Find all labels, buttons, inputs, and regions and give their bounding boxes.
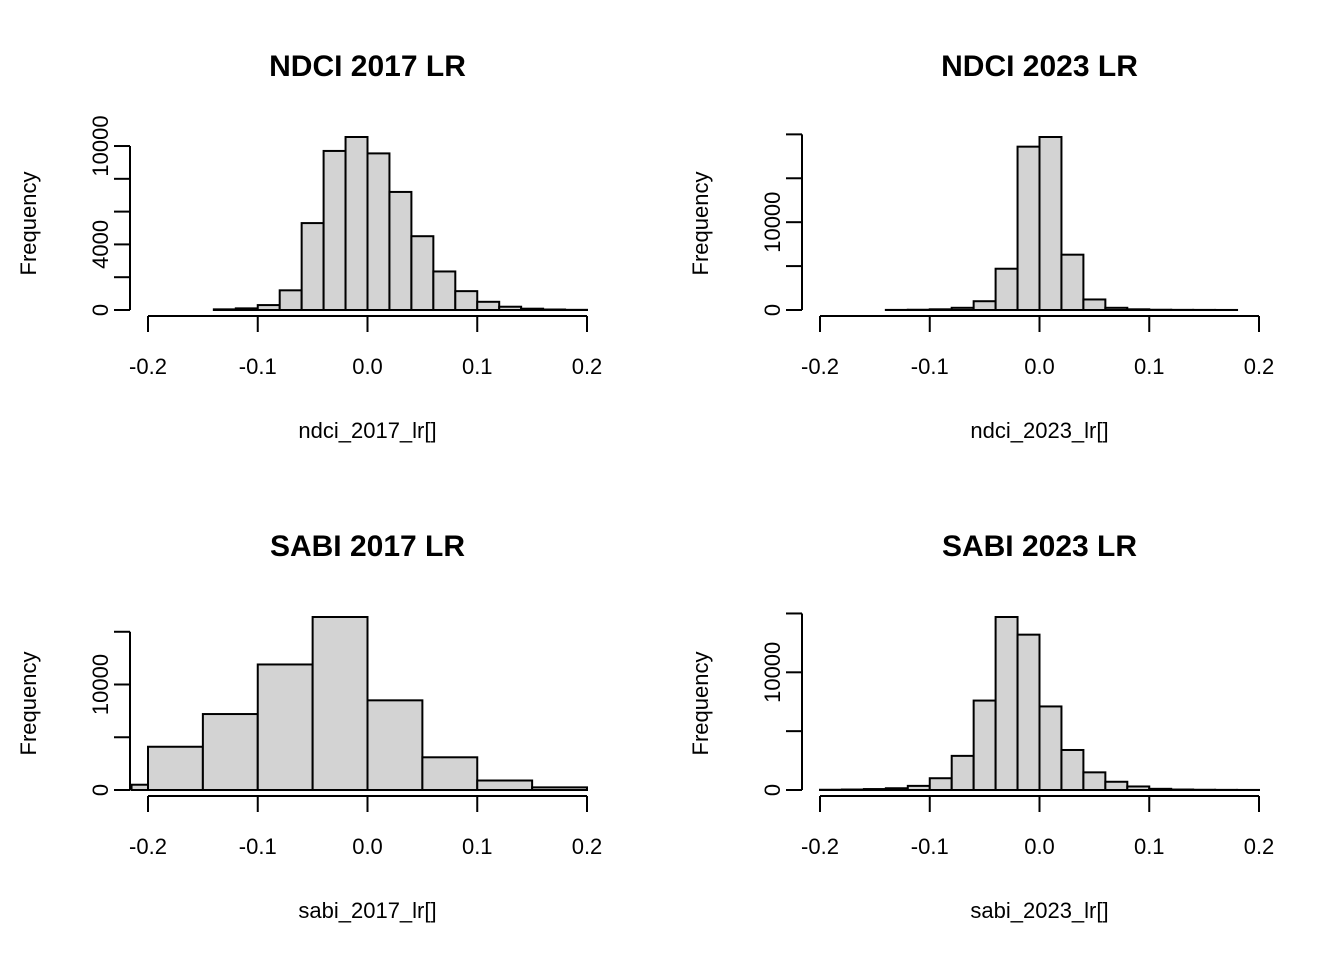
histogram-bar — [884, 787, 909, 791]
y-tick-label: 10000 — [88, 115, 113, 176]
histogram-panel-1: NDCI 2017 LR -0.2 -0.1 0.0 0.1 0.2 0 4000 10000 n… — [16, 50, 602, 443]
x-tick-label: -0.1 — [239, 834, 277, 859]
x-tick-label: -0.2 — [129, 834, 167, 859]
histogram-bar — [1038, 136, 1063, 311]
histogram-bar — [520, 307, 545, 311]
histogram-bar — [201, 713, 259, 791]
x-tick-label: -0.2 — [801, 354, 839, 379]
y-tick-label: 4000 — [88, 220, 113, 269]
x-tick-label: 0.1 — [462, 834, 493, 859]
histogram-bar — [256, 304, 281, 311]
histogram-bar — [928, 777, 953, 791]
chart-title: NDCI 2023 LR — [941, 50, 1138, 83]
histogram-bar — [1060, 748, 1085, 791]
x-tick-label: -0.2 — [129, 354, 167, 379]
chart-title: SABI 2017 LR — [270, 530, 465, 563]
histogram-bar — [476, 300, 501, 311]
histogram-bar — [147, 745, 204, 791]
chart-title: NDCI 2017 LR — [269, 50, 466, 83]
y-tick-label: 10000 — [760, 192, 785, 253]
x-tick-label: -0.1 — [239, 354, 277, 379]
histogram-bar — [1104, 780, 1129, 791]
x-tick-label: -0.2 — [801, 834, 839, 859]
histogram-bar — [130, 783, 150, 791]
x-axis-label: sabi_2023_lr[] — [970, 898, 1108, 923]
x-tick-label: 0.2 — [572, 354, 603, 379]
x-tick-label: -0.1 — [911, 834, 949, 859]
histogram-bar — [950, 754, 975, 791]
histogram-bar — [366, 152, 391, 311]
histogram-bar — [1126, 785, 1151, 791]
x-tick-label: 0.0 — [352, 354, 383, 379]
histogram-bar — [994, 616, 1019, 791]
histogram-bar — [1038, 705, 1063, 792]
histogram-bar — [1082, 771, 1107, 791]
y-tick-label: 0 — [88, 304, 113, 316]
y-tick-label: 0 — [760, 784, 785, 796]
x-tick-label: -0.1 — [911, 354, 949, 379]
y-axis-label: Frequency — [688, 172, 713, 276]
histogram-bar — [234, 307, 259, 312]
x-tick-label: 0.0 — [1024, 834, 1055, 859]
x-tick-label: 0.0 — [1024, 354, 1055, 379]
histogram-bar — [278, 289, 303, 311]
histogram-bar — [366, 699, 424, 792]
y-axis-label: Frequency — [16, 652, 41, 756]
x-tick-label: 0.1 — [1134, 354, 1165, 379]
histogram-bar — [311, 616, 369, 791]
x-tick-label: 0.1 — [462, 354, 493, 379]
histogram-bar — [928, 308, 953, 311]
histogram-bar — [950, 306, 975, 311]
histogram-bar — [344, 136, 369, 311]
histogram-bar — [498, 305, 523, 311]
x-tick-label: 0.2 — [1244, 834, 1275, 859]
histogram-bar — [212, 308, 237, 312]
histogram-bar — [862, 788, 887, 792]
x-tick-label: 0.2 — [572, 834, 603, 859]
x-axis-label: ndci_2023_lr[] — [970, 418, 1108, 443]
histogram-bar — [1148, 787, 1173, 791]
x-axis-label: sabi_2017_lr[] — [298, 898, 436, 923]
histogram-bar — [454, 290, 479, 312]
histogram-bar — [906, 784, 931, 792]
histogram-panel-2: NDCI 2023 LR -0.2 -0.1 0.0 0.1 0.2 0 10000 ndci_… — [688, 50, 1274, 443]
histogram-bar — [531, 786, 588, 791]
histogram-bar — [432, 270, 457, 311]
histogram-bar — [994, 267, 1019, 312]
histogram-bar — [421, 756, 479, 791]
histogram-bar — [1104, 306, 1129, 311]
y-tick-label: 0 — [88, 784, 113, 796]
y-tick-label: 10000 — [88, 654, 113, 715]
x-tick-label: 0.1 — [1134, 834, 1165, 859]
chart-title: SABI 2023 LR — [942, 530, 1137, 563]
histogram-bar — [1060, 253, 1085, 311]
histogram-panel-4: SABI 2023 LR -0.2 -0.1 0.0 0.1 0.2 0 10000 sabi_… — [688, 530, 1274, 923]
histogram-bar — [410, 235, 435, 311]
histogram-bar — [388, 190, 413, 312]
y-axis-label: Frequency — [688, 652, 713, 756]
x-axis-label: ndci_2017_lr[] — [298, 418, 436, 443]
y-tick-label: 10000 — [760, 642, 785, 703]
x-tick-label: 0.0 — [352, 834, 383, 859]
histogram-bar — [972, 699, 997, 791]
histogram-bar — [1016, 145, 1041, 311]
y-tick-label: 0 — [760, 304, 785, 316]
histogram-bar — [972, 300, 997, 311]
histogram-bar — [256, 663, 314, 791]
histogram-panel-3: SABI 2017 LR -0.2 -0.1 0.0 0.1 0.2 0 10000 sabi_… — [16, 530, 602, 923]
y-axis-label: Frequency — [16, 172, 41, 276]
histogram-bar — [1126, 308, 1151, 311]
histogram-bar — [476, 779, 534, 792]
x-tick-label: 0.2 — [1244, 354, 1275, 379]
histogram-bar — [322, 149, 347, 311]
histogram-bar — [1016, 633, 1041, 792]
histogram-bar — [300, 222, 325, 311]
histogram-bar — [1082, 298, 1107, 311]
